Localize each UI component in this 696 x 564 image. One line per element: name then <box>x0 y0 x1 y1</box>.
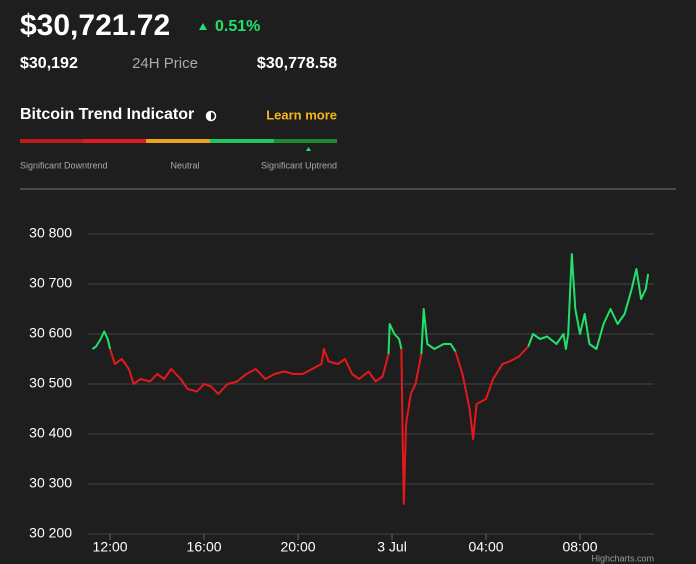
high: $30,778.58 <box>257 55 337 72</box>
y-tick-label: 30 700 <box>29 275 72 291</box>
trend-label: Significant Downtrend <box>20 160 108 170</box>
low: $30,192 <box>20 55 78 72</box>
y-tick-label: 30 500 <box>29 375 72 391</box>
x-tick-label: 12:00 <box>93 539 128 555</box>
trend-segment <box>210 139 274 143</box>
y-tick-label: 30 300 <box>29 475 72 491</box>
y-tick-label: 30 800 <box>29 225 72 241</box>
up-arrow <box>199 23 207 30</box>
x-tick-label: 3 Jul <box>377 539 407 555</box>
trend-title: Bitcoin Trend Indicator <box>20 106 194 123</box>
credit: Highcharts.com <box>591 553 654 563</box>
trend-segment <box>146 139 210 143</box>
trend-segment <box>20 139 83 143</box>
change: 0.51% <box>215 18 260 35</box>
x-tick-label: 04:00 <box>468 539 503 555</box>
x-tick-label: 08:00 <box>562 539 597 555</box>
y-tick-label: 30 600 <box>29 325 72 341</box>
x-tick-label: 16:00 <box>187 539 222 555</box>
trend-label: Significant Uptrend <box>261 160 337 170</box>
price: $30,721.72 <box>20 9 170 42</box>
trend-segment <box>83 139 146 143</box>
price-line <box>91 253 650 355</box>
y-tick-label: 30 200 <box>29 525 72 541</box>
learn-more[interactable]: Learn more <box>266 107 337 122</box>
trend-pointer <box>306 147 311 151</box>
trend-label: Neutral <box>170 160 199 170</box>
price-line <box>109 345 530 505</box>
trend-segment <box>274 139 337 143</box>
range-label: 24H Price <box>132 55 198 72</box>
info-icon-half <box>206 111 211 121</box>
y-tick-label: 30 400 <box>29 425 72 441</box>
x-tick-label: 20:00 <box>281 539 316 555</box>
